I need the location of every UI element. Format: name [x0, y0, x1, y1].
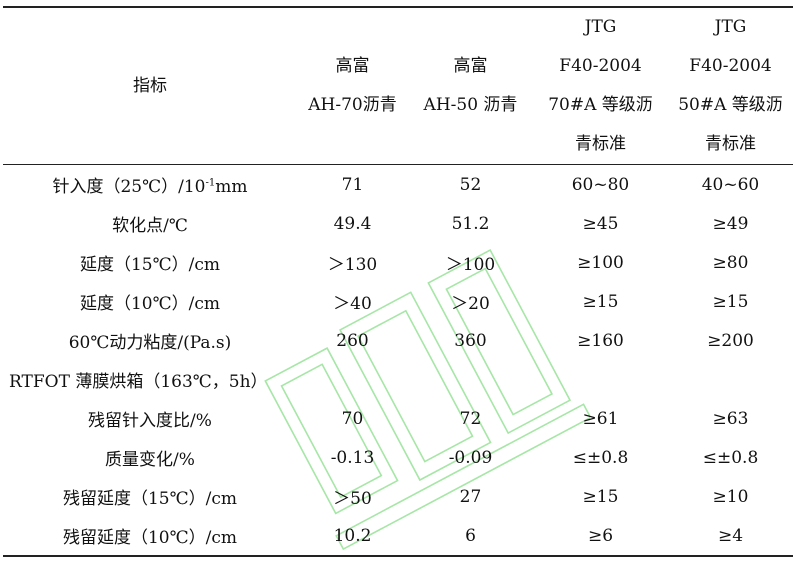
cell: ≥100 [577, 252, 624, 273]
cell: 360 [454, 330, 487, 351]
row-label: 质量变化/% [105, 450, 195, 470]
cell: 71 [341, 174, 364, 195]
header-jtg-50a: JTG F40-2004 50#A 等级沥 青标准 [668, 6, 793, 165]
header-ah50: 高富 AH-50 沥青 [408, 6, 533, 165]
cell: 260 [336, 330, 369, 351]
cell: ≥63 [712, 408, 749, 429]
table-row-section-rtfot: RTFOT 薄膜烘箱（163℃，5h） [3, 360, 793, 399]
table-row: 残留针入度比/% 70 72 ≥61 ≥63 [3, 399, 793, 438]
cell: ≥80 [712, 252, 749, 273]
table-row: 残留延度（15℃）/cm ＞50 27 ≥15 ≥10 [3, 477, 793, 516]
header-jtg-70a: JTG F40-2004 70#A 等级沥 青标准 [533, 6, 668, 165]
section-label-rtfot: RTFOT 薄膜烘箱（163℃，5h） [9, 372, 268, 392]
cell: 72 [459, 408, 482, 429]
table-row: 延度（10℃）/cm ＞40 ＞20 ≥15 ≥15 [3, 282, 793, 321]
table-row: 残留延度（10℃）/cm 10.2 6 ≥6 ≥4 [3, 516, 793, 557]
row-label: 软化点/℃ [112, 216, 188, 236]
cell: 6 [408, 516, 533, 557]
cell: -0.13 [330, 447, 375, 468]
table-row: 软化点/℃ 49.4 51.2 ≥45 ≥49 [3, 204, 793, 243]
row-label: 残留延度（15℃）/cm [62, 489, 238, 509]
cell: ≥6 [533, 516, 668, 557]
table-row: 针入度（25℃）/10-1mm 71 52 60~80 40~60 [3, 165, 793, 205]
row-label: 延度（15℃）/cm [79, 255, 221, 275]
cell: ＞20 [451, 294, 490, 314]
table-row: 延度（15℃）/cm ＞130 ＞100 ≥100 ≥80 [3, 243, 793, 282]
cell: 51.2 [451, 213, 490, 234]
cell: 70 [341, 408, 364, 429]
cell: 40~60 [701, 174, 760, 195]
cell: ≥61 [582, 408, 619, 429]
cell: ≥200 [707, 330, 754, 351]
cell: ≥15 [712, 291, 749, 312]
cell: 49.4 [333, 213, 372, 234]
table-header-row: 指标 高富 AH-70沥青 高富 AH-50 沥青 JTG F40-2004 70#A… [3, 6, 793, 165]
row-label: 残留延度（10℃）/cm [3, 516, 297, 557]
cell: ≥10 [712, 486, 749, 507]
cell: ≥15 [582, 486, 619, 507]
cell: 10.2 [297, 516, 408, 557]
cell: ＞130 [327, 255, 378, 275]
row-label-penetration: 针入度（25℃）/10-1mm [52, 177, 248, 197]
cell: ≤±0.8 [572, 447, 629, 468]
row-label: 残留针入度比/% [88, 411, 212, 431]
cell: ＞100 [445, 255, 496, 275]
cell: 52 [459, 174, 482, 195]
cell: ≤±0.8 [702, 447, 759, 468]
header-ah70: 高富 AH-70沥青 [297, 6, 408, 165]
cell: ≥160 [577, 330, 624, 351]
row-label: 延度（10℃）/cm [79, 294, 221, 314]
asphalt-properties-table: 指标 高富 AH-70沥青 高富 AH-50 沥青 JTG F40-2004 70#A… [3, 6, 793, 557]
cell: ＞50 [333, 489, 372, 509]
cell: -0.09 [448, 447, 493, 468]
table-row: 质量变化/% -0.13 -0.09 ≤±0.8 ≤±0.8 [3, 438, 793, 477]
cell: ≥45 [582, 213, 619, 234]
row-label: 60℃动力粘度/(Pa.s) [68, 333, 232, 353]
header-indicator: 指标 [3, 6, 297, 165]
cell: 27 [459, 486, 482, 507]
cell: ≥15 [582, 291, 619, 312]
cell: 60~80 [571, 174, 630, 195]
cell: ≥4 [668, 516, 793, 557]
cell: ≥49 [712, 213, 749, 234]
table-row: 60℃动力粘度/(Pa.s) 260 360 ≥160 ≥200 [3, 321, 793, 360]
cell: ＞40 [333, 294, 372, 314]
